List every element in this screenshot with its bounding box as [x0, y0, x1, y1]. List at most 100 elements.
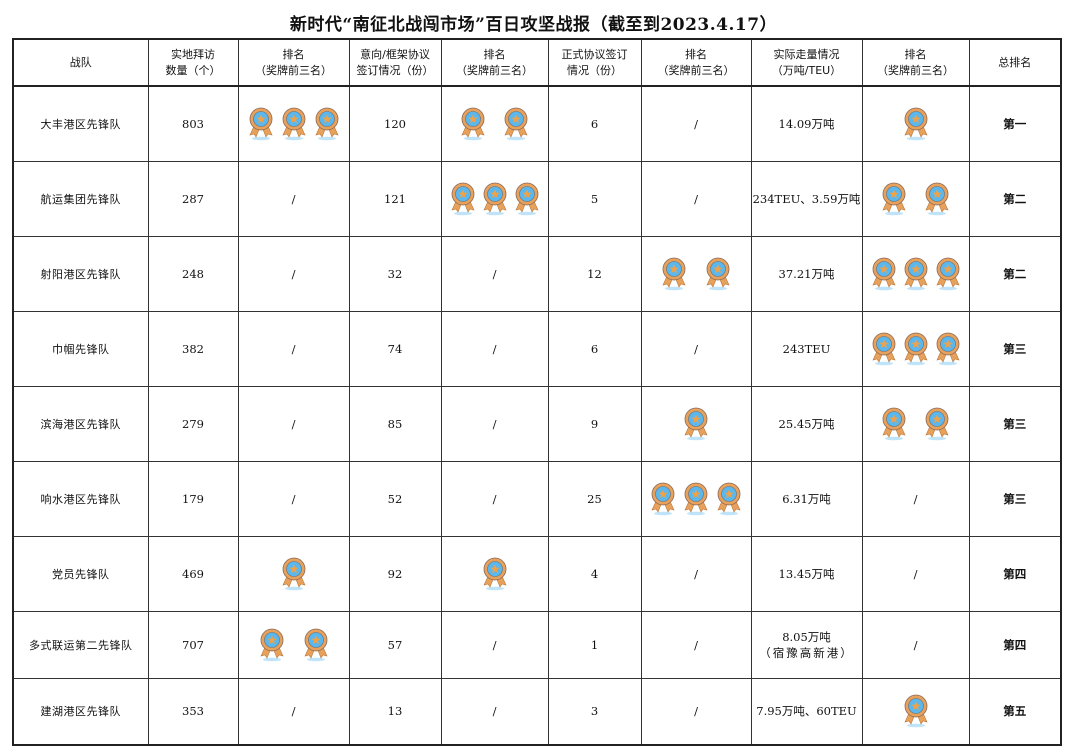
- table-row: 响水港区先锋队 179 / 52 / 25 6.31万吨 / 第三: [12, 460, 1062, 537]
- formal-agreements-cell: 3: [547, 677, 642, 746]
- team-name-cell: 党员先锋队: [12, 535, 149, 612]
- overall-rank-cell: 第三: [968, 310, 1062, 387]
- medal-icon: [314, 107, 339, 141]
- medal-rank-cell: [861, 310, 970, 387]
- visits-cell: 382: [147, 310, 239, 387]
- empty-mark: /: [291, 416, 296, 431]
- table-row: 多式联运第二先锋队 707 57 / 1 / 8.05万吨 （宿豫高新港） / 第四: [12, 610, 1062, 679]
- page-title: 新时代“南征北战闯市场”百日攻坚战报（截至到2023.4.17）: [289, 15, 778, 35]
- volume-line: 14.09万吨: [778, 116, 835, 131]
- medal-icon: [662, 257, 686, 290]
- column-header: 正式协议签订 情况（份）: [547, 38, 642, 87]
- formal-agreements-cell: 6: [547, 310, 642, 387]
- medal-icon: [259, 628, 284, 661]
- formal-agreements-cell: 25: [547, 460, 642, 537]
- overall-rank-cell: 第二: [968, 235, 1062, 312]
- medal-icon: [871, 257, 896, 290]
- volume-line: 6.31万吨: [782, 491, 831, 506]
- medal-group: [642, 482, 751, 516]
- empty-mark: /: [291, 266, 296, 281]
- empty-mark: /: [492, 491, 497, 506]
- medal-rank-cell: [861, 235, 970, 312]
- column-header: 意向/框架协议 签订情况（份）: [348, 38, 442, 87]
- medal-icon: [882, 407, 906, 440]
- column-header-line: （奖牌前三名）: [877, 63, 954, 77]
- visits-cell: 279: [147, 385, 239, 462]
- medal-group: [239, 107, 349, 141]
- column-header-line: 实际走量情况: [773, 47, 840, 61]
- volume-line: 234TEU、3.59万吨: [752, 191, 861, 206]
- column-header-line: 数量（个）: [165, 63, 221, 77]
- volume-cell: 13.45万吨: [750, 535, 863, 612]
- team-name-cell: 大丰港区先锋队: [12, 85, 149, 162]
- overall-rank-cell: 第一: [968, 85, 1062, 162]
- medal-rank-cell: /: [640, 160, 752, 237]
- column-header-line: 正式协议签订: [561, 47, 628, 61]
- empty-mark: /: [291, 704, 296, 719]
- empty-mark: /: [694, 637, 698, 652]
- volume-line: 25.45万吨: [778, 416, 835, 431]
- column-header-line: 总排名: [998, 55, 1032, 69]
- intent-agreements-cell: 120: [348, 85, 442, 162]
- volume-line: 37.21万吨: [778, 266, 835, 281]
- volume-cell: 6.31万吨: [750, 460, 863, 537]
- table-row: 大丰港区先锋队 803 120 6 / 14.09万吨: [12, 85, 1062, 162]
- medal-icon: [925, 182, 949, 215]
- table-row: 党员先锋队 469 92 4 / 13.45万吨 / 第四: [12, 535, 1062, 612]
- overall-rank-cell: 第二: [968, 160, 1062, 237]
- medal-icon: [717, 482, 741, 515]
- volume-cell: 25.45万吨: [750, 385, 863, 462]
- medal-icon: [651, 482, 675, 515]
- battle-report-table: 战队 实地拜访 数量（个） 排名 （奖牌前三名） 意向/框架协议 签订情况（份） 排名 （奖牌前…: [12, 38, 1062, 746]
- empty-mark: /: [492, 704, 497, 719]
- column-header-line: 情况（份）: [567, 63, 622, 77]
- medal-rank-cell: [237, 535, 350, 612]
- table-row: 射阳港区先锋队 248 / 32 / 12 37.21万吨 第二: [12, 235, 1062, 312]
- medal-icon: [882, 182, 906, 215]
- empty-mark: /: [913, 637, 918, 652]
- table-row: 巾帼先锋队 382 / 74 / 6 / 243TEU 第三: [12, 310, 1062, 387]
- volume-line: 13.45万吨: [778, 566, 835, 581]
- medal-group: [442, 107, 548, 141]
- medal-group: [863, 182, 969, 216]
- intent-agreements-cell: 13: [348, 677, 442, 746]
- formal-agreements-cell: 4: [547, 535, 642, 612]
- empty-mark: /: [291, 341, 296, 356]
- volume-line: 243TEU: [782, 341, 831, 356]
- column-header: 实际走量情况 （万吨/TEU）: [750, 38, 863, 87]
- medal-group: [863, 257, 969, 291]
- column-header: 实地拜访数量（个）: [147, 38, 239, 87]
- column-header-line: （万吨/TEU）: [771, 63, 842, 77]
- visits-cell: 353: [147, 677, 239, 746]
- column-header-line: （奖牌前三名）: [657, 63, 735, 77]
- intent-agreements-cell: 57: [348, 610, 442, 679]
- column-header-line: 实地拜访: [171, 47, 215, 61]
- empty-mark: /: [913, 491, 918, 506]
- medal-rank-cell: [640, 235, 752, 312]
- medal-rank-cell: [861, 385, 970, 462]
- medal-rank-cell: /: [237, 677, 350, 746]
- empty-mark: /: [291, 191, 296, 206]
- intent-agreements-cell: 121: [348, 160, 442, 237]
- medal-group: [642, 257, 751, 291]
- intent-agreements-cell: 74: [348, 310, 442, 387]
- column-header-line: 排名: [904, 47, 927, 61]
- column-header-line: 签订情况（份）: [356, 63, 434, 77]
- intent-agreements-cell: 92: [348, 535, 442, 612]
- formal-agreements-cell: 1: [547, 610, 642, 679]
- volume-line: 7.95万吨、60TEU: [756, 704, 857, 719]
- overall-rank-cell: 第三: [968, 385, 1062, 462]
- medal-icon: [461, 107, 485, 141]
- medal-rank-cell: /: [440, 310, 549, 387]
- medal-group: [239, 628, 349, 662]
- team-name-cell: 巾帼先锋队: [12, 310, 149, 387]
- volume-cell: 234TEU、3.59万吨: [750, 160, 863, 237]
- column-header: 排名 （奖牌前三名）: [640, 38, 752, 87]
- medal-rank-cell: [440, 535, 549, 612]
- medal-rank-cell: [861, 160, 970, 237]
- visits-cell: 469: [147, 535, 239, 612]
- visits-cell: 287: [147, 160, 239, 237]
- volume-line: （宿豫高新港）: [759, 645, 854, 660]
- column-header-line: 战队: [69, 55, 92, 69]
- volume-line: 8.05万吨: [782, 629, 831, 644]
